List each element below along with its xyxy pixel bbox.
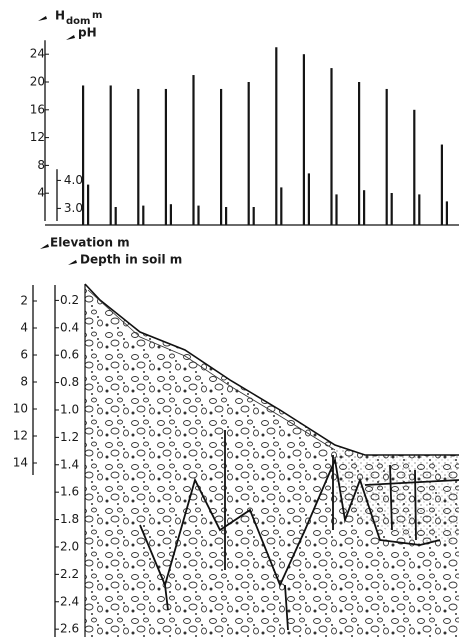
elevation-tick-label: 14 <box>13 456 28 470</box>
bar <box>197 205 200 225</box>
depth-tick-label: 2.0 <box>60 539 79 553</box>
bar <box>142 205 145 225</box>
bar <box>252 207 255 225</box>
depth-tick-label: 0.6 <box>60 348 79 362</box>
y2-tick-label: 4.0 <box>64 173 83 187</box>
elevation-tick-label: 2 <box>20 294 28 308</box>
y-tick-label: 16 <box>30 102 45 116</box>
elevation-tick-label: 6 <box>20 348 28 362</box>
depth-label: Depth in soil m <box>80 253 182 267</box>
depth-tick-label: 0.8 <box>60 375 79 389</box>
y-tick-label: 4 <box>37 186 45 200</box>
y2-axis-label: pH <box>78 26 97 40</box>
y-tick-label: 12 <box>30 130 45 144</box>
depth-tick-label: 1.2 <box>60 430 79 444</box>
bar <box>418 194 421 225</box>
elevation-tick-label: 4 <box>20 321 28 335</box>
bar <box>82 85 85 225</box>
depth-tick-label: 1.8 <box>60 512 79 526</box>
y-tick-label: 24 <box>30 47 45 61</box>
y-tick-label: 20 <box>30 75 45 89</box>
bar <box>307 173 310 225</box>
bar <box>335 194 338 225</box>
arrow-markers <box>38 16 77 265</box>
depth-tick-label: 2.6 <box>60 622 79 636</box>
bar <box>363 190 366 225</box>
bar <box>390 193 393 225</box>
depth-tick-label: 1.0 <box>60 402 79 416</box>
bar <box>302 54 305 226</box>
bar <box>280 187 283 225</box>
bar <box>440 144 443 225</box>
bar <box>220 88 223 225</box>
bar <box>330 68 333 225</box>
y2-tick-label: 3.0 <box>64 201 83 215</box>
bar <box>247 82 250 225</box>
bar <box>445 201 448 225</box>
depth-tick-label: 0.2 <box>60 293 79 307</box>
depth-tick-label: 2.2 <box>60 567 79 581</box>
bar <box>169 204 172 225</box>
elevation-tick-label: 10 <box>13 402 28 416</box>
elevation-tick-label: 12 <box>13 429 28 443</box>
elevation-tick-label: 8 <box>20 375 28 389</box>
depth-tick-label: 0.4 <box>60 320 79 334</box>
bar <box>87 184 90 225</box>
elevation-label: Elevation m <box>50 236 130 250</box>
bar <box>164 88 167 225</box>
depth-tick-label: 1.6 <box>60 485 79 499</box>
bar <box>275 47 278 225</box>
bar <box>192 75 195 225</box>
y-axis-label-sub: dom <box>66 16 90 27</box>
y-axis-label: H <box>55 9 65 23</box>
depth-tick-label: 2.4 <box>60 594 79 608</box>
depth-tick-label: 1.4 <box>60 457 79 471</box>
bar <box>413 109 416 225</box>
bar <box>114 207 117 225</box>
soil-profile <box>84 283 459 637</box>
bar <box>137 88 140 225</box>
y-axis-unit: m <box>92 10 102 21</box>
bar <box>109 85 112 225</box>
bar <box>358 82 361 225</box>
bar <box>385 88 388 225</box>
y-tick-label: 8 <box>37 158 45 172</box>
bar <box>225 207 228 225</box>
